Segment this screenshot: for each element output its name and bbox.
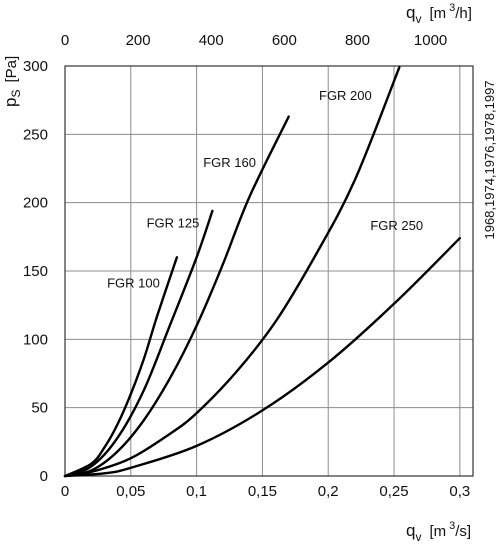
y-tick-label: 50: [31, 400, 48, 417]
x-tick-label-top: 200: [126, 32, 151, 49]
x-axis-top-label-unit-post: /h]: [455, 5, 472, 22]
curve-fgr-200: [63, 66, 401, 478]
x-axis-bottom-label: qv [m 3/s]: [406, 520, 471, 544]
x-tick-label-top: 1000: [414, 32, 447, 49]
x-axis-bottom-label-sub: v: [415, 530, 421, 544]
x-axis-bottom-label-unit-sup: 3: [449, 520, 455, 532]
y-tick-label: 0: [40, 468, 48, 485]
x-tick-label-bottom: 0,1: [186, 483, 207, 500]
y-axis-label-main: p: [1, 98, 20, 107]
curve-fgr-250: [63, 237, 461, 478]
curve-fgr-160: [63, 115, 290, 478]
curve-label-fgr-200: FGR 200: [319, 88, 372, 103]
x-tick-label-bottom: 0,15: [248, 483, 277, 500]
tick-labels: 0 0,05 0,1 0,15 0,2 0,25 0,3 0 50 100 150 200 250 300…: [23, 32, 470, 500]
x-tick-label-top: 600: [272, 32, 297, 49]
x-tick-label-top: 400: [199, 32, 224, 49]
curve-label-fgr-100: FGR 100: [107, 275, 160, 290]
x-axis-top-label-sub: v: [415, 12, 421, 26]
x-axis-top-label-main: q: [406, 3, 415, 22]
x-tick-label-bottom: 0,25: [379, 483, 408, 500]
y-tick-label: 300: [23, 58, 48, 75]
x-tick-label-bottom: 0,3: [449, 483, 470, 500]
y-tick-label: 250: [23, 126, 48, 143]
x-axis-bottom-label-main: q: [406, 521, 415, 540]
y-axis-label: pS [Pa]: [1, 56, 23, 107]
grid-lines: [64, 65, 473, 477]
x-axis-bottom-label-unit-pre: [m: [429, 523, 446, 540]
plot-frame: [64, 65, 474, 477]
curve-labels: FGR 100 FGR 125 FGR 160 FGR 200 FGR 250: [107, 88, 423, 290]
y-axis-label-unit: [Pa]: [3, 56, 20, 83]
curve-label-fgr-125: FGR 125: [147, 215, 200, 230]
x-axis-top-label: qv [m 3/h]: [406, 2, 472, 26]
x-tick-label-bottom: 0,05: [116, 483, 145, 500]
curve-fgr-100: [63, 256, 179, 478]
x-tick-label-bottom: 0,2: [318, 483, 339, 500]
curve-fgr-125: [63, 209, 214, 478]
curves: [63, 66, 461, 478]
y-tick-label: 150: [23, 263, 48, 280]
x-tick-label-top: 800: [345, 32, 370, 49]
side-note: 1968,1974,1976,1978,1997: [482, 80, 497, 239]
y-axis-label-sub: S: [9, 90, 23, 98]
x-tick-label-bottom: 0: [61, 483, 69, 500]
curve-label-fgr-250: FGR 250: [370, 218, 423, 233]
x-axis-bottom-label-unit-post: /s]: [455, 523, 471, 540]
x-tick-label-top: 0: [61, 32, 69, 49]
y-tick-label: 100: [23, 331, 48, 348]
curve-label-fgr-160: FGR 160: [203, 155, 256, 170]
y-tick-label: 200: [23, 195, 48, 212]
x-axis-top-label-unit-sup: 3: [449, 2, 455, 14]
x-axis-top-label-unit-pre: [m: [429, 5, 446, 22]
